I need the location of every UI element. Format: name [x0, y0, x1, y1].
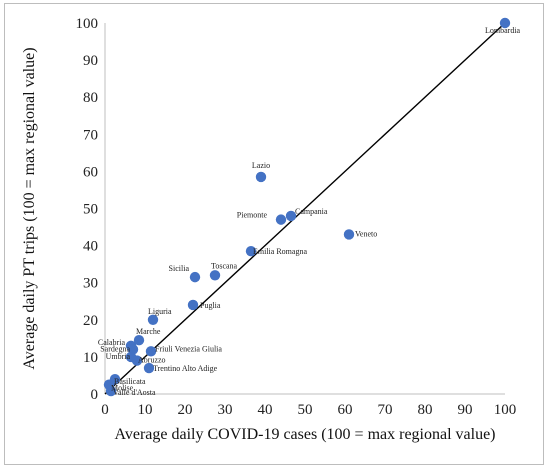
- point-label: Lazio: [252, 161, 270, 170]
- x-tick-label: 50: [298, 402, 313, 418]
- point-label: Puglia: [200, 301, 221, 310]
- point-labels: Lombardia Lazio Campania Piemonte Veneto Emil…: [98, 26, 521, 397]
- y-axis-title: Average daily PT trips (100 = max region…: [21, 47, 38, 369]
- point-label: Veneto: [355, 229, 377, 238]
- x-tick-label: 60: [338, 402, 353, 418]
- point-label: Piemonte: [237, 211, 268, 220]
- x-tick-label: 80: [418, 402, 433, 418]
- point-label: Umbria: [106, 352, 131, 361]
- data-point: [499, 17, 511, 29]
- data-point: [147, 314, 159, 325]
- x-tick-label: 30: [218, 402, 233, 418]
- y-tick-label: 80: [83, 90, 98, 106]
- data-points: [103, 17, 511, 397]
- point-label: Liguria: [148, 307, 172, 316]
- x-tick-label: 90: [458, 402, 473, 418]
- point-label: Marche: [136, 327, 161, 336]
- point-label: Campania: [295, 207, 328, 216]
- axes: [104, 23, 505, 395]
- point-label: Valle d'Aosta: [113, 388, 156, 397]
- point-label: Sardegna: [100, 344, 130, 353]
- data-point: [105, 385, 117, 397]
- y-tick-label: 90: [83, 53, 98, 69]
- x-tick-labels: 0 10 20 30 40 50 60 70 80 90 100: [101, 402, 516, 418]
- point-label: Molise: [111, 384, 134, 393]
- x-tick-label: 20: [178, 402, 193, 418]
- point-label: Friuli Venezia Giulia: [155, 344, 222, 353]
- point-label: Lombardia: [485, 26, 521, 35]
- data-point: [245, 245, 257, 257]
- y-tick-label: 60: [83, 164, 98, 180]
- y-tick-labels: 0 10 20 30 40 50 60 70 80 90 100: [76, 16, 99, 403]
- point-label: Sicilia: [169, 264, 190, 273]
- point-label: Calabria: [98, 338, 126, 347]
- y-tick-label: 0: [91, 387, 99, 403]
- x-tick-label: 0: [101, 402, 109, 418]
- chart-frame: 0 10 20 30 40 50 60 70 80 90 100 0 10 20 30 40 50 60 70 80…: [4, 3, 544, 465]
- point-label: Basilicata: [114, 377, 146, 386]
- x-tick-label: 40: [258, 402, 273, 418]
- x-tick-label: 10: [138, 402, 153, 418]
- x-tick-label: 70: [378, 402, 393, 418]
- data-point: [285, 210, 297, 222]
- point-label: Abruzzo: [138, 356, 166, 365]
- trend-line: [104, 22, 506, 395]
- scatter-chart: 0 10 20 30 40 50 60 70 80 90 100 0 10 20 30 40 50 60 70 80…: [21, 16, 521, 443]
- y-tick-label: 70: [83, 127, 98, 143]
- data-point: [143, 362, 155, 374]
- point-label: Trentino Alto Adige: [153, 364, 218, 373]
- data-point: [255, 171, 267, 183]
- point-label: Toscana: [211, 261, 238, 270]
- y-tick-label: 40: [83, 239, 98, 255]
- y-tick-label: 50: [83, 202, 98, 218]
- data-point: [133, 335, 145, 346]
- data-point: [209, 270, 221, 281]
- y-tick-label: 30: [83, 276, 98, 292]
- data-point: [189, 271, 201, 283]
- data-point: [145, 346, 157, 357]
- data-point: [187, 299, 199, 311]
- y-tick-label: 20: [83, 313, 98, 329]
- x-tick-label: 100: [494, 402, 517, 418]
- y-tick-label: 100: [76, 16, 99, 32]
- data-point: [275, 214, 287, 225]
- data-point: [343, 229, 355, 240]
- point-label: Emilia Romagna: [253, 247, 307, 256]
- data-point: [131, 355, 143, 366]
- x-axis-title: Average daily COVID-19 cases (100 = max …: [114, 426, 495, 443]
- y-tick-label: 10: [83, 350, 98, 366]
